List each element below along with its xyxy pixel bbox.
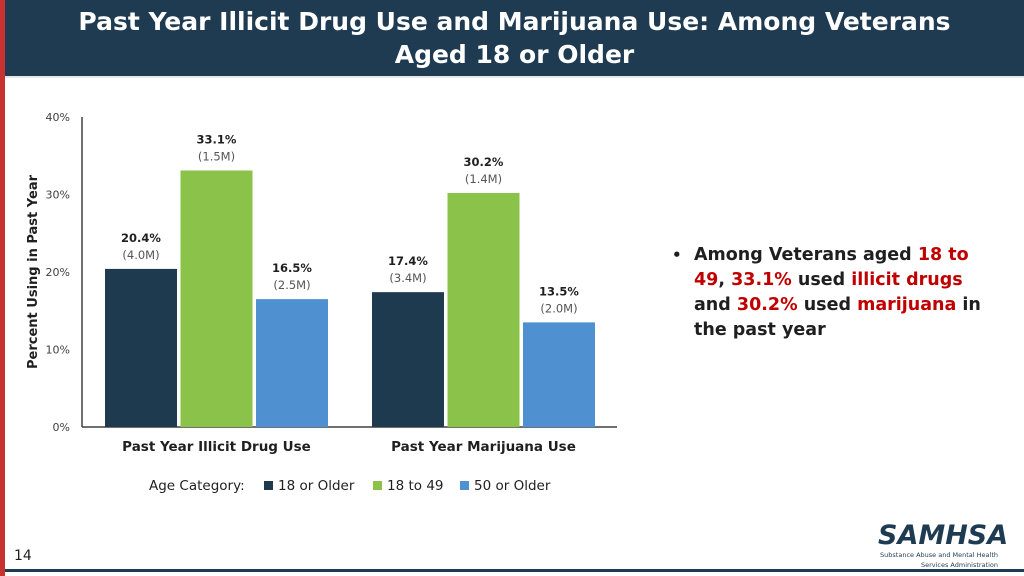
bullet-text-1: Among Veterans aged [694, 245, 918, 265]
y-tick-label: 30% [46, 189, 70, 202]
bar [523, 322, 595, 427]
bullet-text-3: used [791, 270, 852, 290]
legend-swatch [460, 481, 469, 490]
bar-count-label: (3.4M) [389, 271, 426, 285]
legend-title: Age Category: [149, 478, 245, 494]
bar-count-label: (1.4M) [465, 172, 502, 186]
bullet-text-6: in the past year [694, 295, 981, 340]
bullet-text-4: and [694, 295, 737, 315]
bar-count-label: (4.0M) [122, 248, 159, 262]
y-tick-label: 0% [53, 421, 70, 434]
key-finding-text: Among Veterans aged 18 to 49, 33.1% used… [672, 243, 1002, 343]
legend-label: 18 or Older [278, 478, 355, 494]
bar [105, 268, 177, 427]
slide-title-line-1: Past Year Illicit Drug Use and Marijuana… [78, 7, 951, 36]
bullet-text-5: used [797, 295, 858, 315]
bar-count-label: (1.5M) [198, 149, 235, 163]
bullet-highlight-marijuana: marijuana [857, 295, 957, 315]
bullet-highlight-marijuana-pct: 30.2% [736, 295, 798, 315]
legend-label: 50 or Older [474, 478, 551, 494]
bar-value-label: 16.5% [272, 261, 312, 275]
bullet-highlight-illicit: illicit drugs [851, 270, 963, 290]
x-category-label: Past Year Marijuana Use [391, 439, 576, 455]
bar-value-label: 13.5% [539, 284, 579, 298]
title-banner: Past Year Illicit Drug Use and Marijuana… [5, 0, 1024, 76]
legend-label: 18 to 49 [387, 478, 444, 494]
logo-subtext-2: Services Administration [920, 561, 998, 569]
bar [256, 299, 328, 427]
bar-count-label: (2.5M) [273, 278, 310, 292]
key-finding-bullet: • Among Veterans aged 18 to 49, 33.1% us… [672, 243, 1002, 343]
slide-title: Past Year Illicit Drug Use and Marijuana… [5, 5, 1024, 71]
bullet-highlight-age: 18 to 49 [694, 245, 969, 290]
page-number: 14 [14, 548, 32, 564]
bar-value-label: 30.2% [464, 155, 504, 169]
logo-wordmark: SAMHSA [878, 520, 1009, 551]
logo-subtext-1: Substance Abuse and Mental Health [880, 551, 998, 559]
bullet-text-2: , [718, 270, 732, 290]
slide-title-line-2: Aged 18 or Older [394, 40, 635, 69]
legend-swatch [373, 481, 382, 490]
y-axis-label: Percent Using in Past Year [26, 174, 41, 369]
header-divider [5, 76, 1024, 78]
bar [447, 192, 520, 427]
samhsa-logo: SAMHSA Substance Abuse and Mental Health… [878, 520, 1009, 569]
bar-value-label: 17.4% [388, 254, 428, 268]
y-tick-label: 40% [46, 111, 70, 124]
y-tick-label: 20% [46, 266, 70, 279]
accent-bar [0, 0, 5, 576]
footer-rule [5, 569, 1024, 572]
bar-value-label: 20.4% [121, 231, 161, 245]
legend-swatch [264, 481, 273, 490]
x-category-label: Past Year Illicit Drug Use [122, 439, 311, 455]
bar-value-label: 33.1% [197, 132, 237, 146]
bar-count-label: (2.0M) [540, 301, 577, 315]
bullet-marker: • [672, 246, 682, 264]
bullet-highlight-illicit-pct: 33.1% [731, 270, 792, 290]
bar [372, 292, 444, 427]
bar [180, 170, 253, 427]
y-tick-label: 10% [46, 344, 70, 357]
